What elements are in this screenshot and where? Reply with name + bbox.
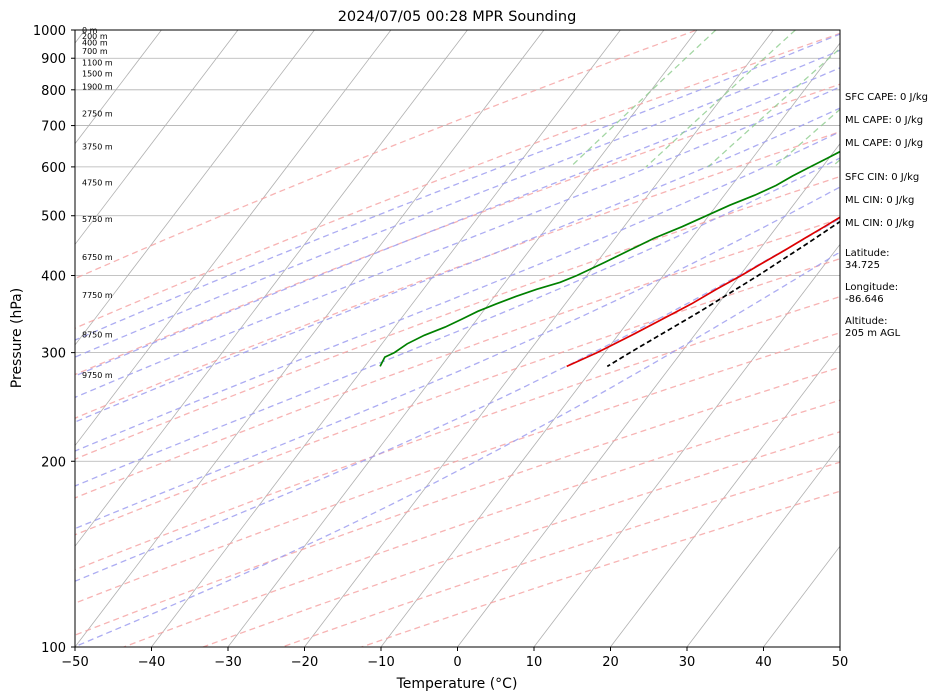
sfc-cin-text: SFC CIN: 0 J/kg (845, 172, 920, 183)
height-label: 400 m (82, 38, 108, 47)
dry-adiabat-line (75, 30, 699, 280)
dewpoint-trace (379, 150, 840, 367)
ml-cape-text: ML CAPE: 0 J/kg (845, 115, 924, 126)
x-tick-label: 40 (755, 655, 772, 670)
dry-adiabat-line (75, 83, 840, 376)
y-tick-label: 500 (41, 210, 66, 225)
latitude-label: Latitude: (845, 248, 890, 259)
x-tick-label: −40 (138, 655, 165, 670)
altitude-value: 205 m AGL (845, 328, 901, 339)
isotherm-line (686, 444, 840, 647)
mixing-ratio-line (774, 108, 840, 168)
x-tick-label: −30 (214, 655, 241, 670)
sfc-cape-text: SFC CAPE: 0 J/kg (845, 92, 928, 103)
height-label: 5750 m (82, 215, 113, 224)
height-label: 6750 m (82, 253, 113, 262)
isotherm-line (533, 243, 840, 647)
ml-cin-text: ML CIN: 0 J/kg (845, 195, 915, 206)
isotherm-line (609, 344, 840, 647)
height-label: 9750 m (82, 371, 113, 380)
height-label: 1100 m (82, 59, 113, 68)
y-tick-label: 900 (41, 52, 66, 67)
ml-cin-text-2: ML CIN: 0 J/kg (845, 218, 915, 229)
height-label: 3750 m (82, 142, 113, 151)
height-label: 700 m (82, 47, 108, 56)
y-axis-label: Pressure (hPa) (9, 288, 25, 388)
moist-adiabat-line (75, 251, 840, 647)
isotherm-line (75, 30, 315, 346)
x-tick-label: 20 (602, 655, 619, 670)
isotherm-line (456, 143, 840, 647)
y-tick-label: 600 (41, 161, 66, 176)
temperature-trace (566, 216, 840, 368)
profile-traces (379, 150, 840, 368)
dry-adiabat-line (75, 131, 840, 419)
chart-title: 2024/07/05 00:28 MPR Sounding (338, 9, 577, 25)
ml-cape-text-2: ML CAPE: 0 J/kg (845, 138, 924, 149)
dry-adiabat-line (75, 366, 840, 636)
moist-adiabat-line (75, 157, 840, 487)
height-label: 8750 m (82, 330, 113, 339)
x-tick-label: −10 (367, 655, 394, 670)
height-label: 7750 m (82, 291, 113, 300)
dry-adiabat-line (75, 295, 840, 571)
dry-adiabat-line (75, 32, 840, 329)
longitude-label: Longitude: (845, 282, 899, 293)
x-tick-label: 0 (453, 655, 461, 670)
dry-adiabat-line (75, 332, 840, 604)
moist-adiabat-line (75, 49, 840, 358)
isotherm-line (75, 30, 545, 647)
moist-adiabat-line (75, 33, 840, 341)
dry-adiabat-line (75, 258, 840, 536)
altitude-label: Altitude: (845, 316, 888, 327)
x-tick-label: 30 (679, 655, 696, 670)
height-label: 200 m (82, 32, 108, 41)
y-tick-label: 200 (41, 455, 66, 470)
stats-panel: SFC CAPE: 0 J/kg ML CAPE: 0 J/kg ML CAPE… (845, 92, 928, 340)
x-tick-label: 10 (526, 655, 543, 670)
y-tick-label: 1000 (33, 24, 66, 39)
mixing-ratio-line (645, 30, 796, 168)
moist-adiabat-line (75, 217, 840, 582)
x-tick-label: −20 (291, 655, 318, 670)
isotherm-line (75, 30, 239, 246)
height-label: 1500 m (82, 70, 113, 79)
y-tick-label: 700 (41, 120, 66, 135)
isotherm-line (762, 545, 840, 647)
moist-adiabat-line (75, 186, 840, 530)
x-tick-label: 50 (832, 655, 849, 670)
isotherm-line (303, 30, 774, 647)
y-tick-label: 300 (41, 347, 66, 362)
height-label: 4750 m (82, 179, 113, 188)
longitude-value: -86.646 (845, 294, 884, 305)
isotherm-line (227, 30, 698, 647)
mixing-ratio-line (707, 47, 840, 168)
plot-area (75, 30, 840, 647)
y-tick-label: 100 (41, 641, 66, 656)
latitude-value: 34.725 (845, 260, 880, 271)
isotherm-line (150, 30, 621, 647)
isotherm-line (75, 30, 468, 547)
x-axis-label: Temperature (°C) (396, 676, 518, 692)
isotherm-line (75, 30, 392, 447)
height-label: 2750 m (82, 110, 113, 119)
height-label: 0 m (82, 26, 98, 35)
moist-adiabat-line (75, 67, 840, 377)
x-tick-label: −50 (61, 655, 88, 670)
isotherm-line (75, 30, 162, 145)
y-tick-label: 400 (41, 270, 66, 285)
background-lines (75, 30, 840, 647)
height-label: 1900 m (82, 82, 113, 91)
y-tick-label: 800 (41, 84, 66, 99)
